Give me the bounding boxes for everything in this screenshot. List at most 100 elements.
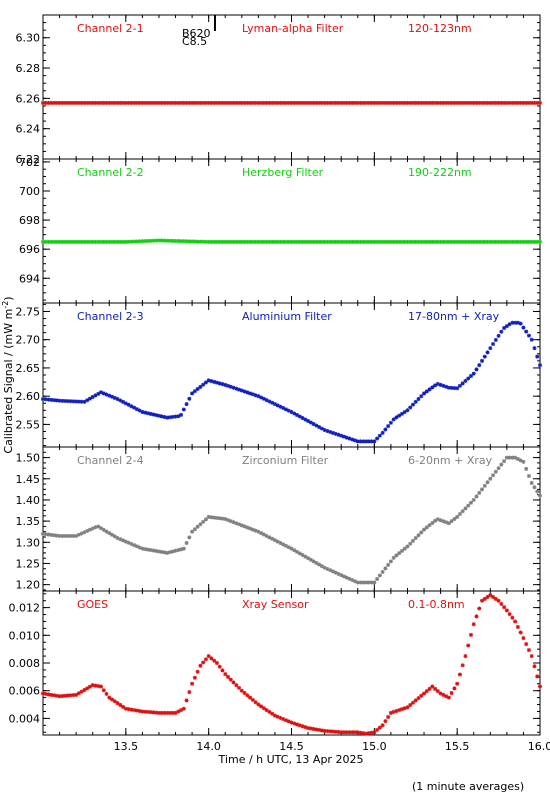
data-point bbox=[176, 414, 181, 419]
data-point bbox=[300, 724, 305, 729]
data-point bbox=[115, 536, 120, 541]
data-point bbox=[154, 238, 159, 243]
data-point bbox=[386, 100, 391, 105]
channel-label: Channel 2-4 bbox=[77, 454, 144, 467]
data-point bbox=[538, 684, 542, 689]
data-point bbox=[355, 100, 360, 105]
data-point bbox=[333, 729, 338, 734]
band-label: 190-222nm bbox=[408, 166, 472, 179]
data-point bbox=[107, 393, 112, 398]
data-point bbox=[416, 696, 421, 701]
data-point bbox=[270, 536, 275, 541]
data-point bbox=[165, 415, 170, 420]
y-tick-label: 2.55 bbox=[16, 418, 41, 431]
data-point bbox=[438, 100, 443, 105]
panel-1: 6.30 6.28 6.26 6.24 6.22 Channel 2-1 Lyman-alp… bbox=[16, 14, 542, 166]
data-point bbox=[231, 680, 236, 685]
data-point bbox=[446, 100, 451, 105]
data-point bbox=[388, 420, 393, 425]
data-point bbox=[427, 523, 432, 528]
data-point bbox=[355, 580, 360, 585]
data-point bbox=[532, 100, 537, 105]
data-point bbox=[242, 691, 247, 695]
data-point bbox=[57, 533, 62, 538]
data-point bbox=[98, 100, 103, 105]
data-point bbox=[344, 100, 349, 105]
data-point bbox=[322, 565, 327, 570]
data-point bbox=[140, 709, 145, 714]
data-point bbox=[347, 239, 352, 244]
data-point bbox=[405, 544, 410, 549]
data-point bbox=[452, 686, 457, 691]
data-point bbox=[154, 413, 159, 418]
data-point bbox=[496, 466, 501, 471]
data-point bbox=[270, 711, 275, 716]
data-point bbox=[460, 239, 465, 244]
data-point bbox=[264, 398, 269, 403]
data-point bbox=[339, 433, 344, 438]
data-point bbox=[57, 100, 62, 105]
data-point bbox=[297, 239, 302, 244]
x-axis-title: Time / h UTC, 13 Apr 2025 bbox=[218, 753, 364, 766]
data-point bbox=[272, 100, 277, 105]
data-point bbox=[499, 100, 504, 105]
data-point bbox=[441, 100, 446, 105]
data-point bbox=[181, 407, 186, 412]
data-point bbox=[63, 398, 68, 403]
data-point bbox=[375, 436, 380, 441]
data-point bbox=[391, 555, 396, 560]
data-point bbox=[173, 100, 178, 105]
data-point bbox=[203, 380, 208, 385]
data-point bbox=[250, 697, 255, 702]
data-point bbox=[52, 693, 57, 698]
data-point bbox=[190, 529, 195, 534]
data-point bbox=[140, 546, 145, 551]
data-point bbox=[192, 389, 197, 394]
data-point bbox=[325, 239, 330, 244]
data-point bbox=[375, 239, 380, 244]
data-point bbox=[471, 100, 476, 105]
data-point bbox=[408, 541, 413, 546]
data-point bbox=[165, 238, 170, 243]
data-point bbox=[424, 525, 429, 530]
data-point bbox=[350, 578, 355, 583]
data-point bbox=[98, 390, 103, 395]
data-point bbox=[253, 100, 258, 105]
data-point bbox=[422, 391, 427, 396]
data-point bbox=[449, 385, 454, 390]
data-point bbox=[482, 100, 487, 105]
data-point bbox=[60, 239, 65, 244]
data-point bbox=[281, 542, 286, 547]
data-point bbox=[187, 396, 192, 401]
data-point bbox=[93, 393, 98, 398]
data-point bbox=[87, 684, 92, 689]
data-point bbox=[123, 401, 128, 406]
data-point bbox=[485, 350, 490, 355]
data-point bbox=[223, 382, 228, 387]
data-point bbox=[333, 100, 338, 105]
data-point bbox=[510, 320, 515, 325]
data-point bbox=[173, 548, 178, 553]
data-point bbox=[278, 715, 283, 720]
data-point bbox=[477, 490, 482, 495]
y-axis-title: Calibrated Signal / (mW m-2) bbox=[1, 296, 15, 453]
data-point bbox=[333, 570, 338, 575]
data-point bbox=[126, 100, 131, 105]
data-point bbox=[217, 516, 222, 521]
data-point bbox=[380, 723, 385, 728]
data-point bbox=[502, 239, 507, 244]
data-point bbox=[245, 525, 250, 530]
data-point bbox=[129, 541, 134, 546]
data-point bbox=[267, 399, 272, 404]
data-point bbox=[118, 239, 123, 244]
data-point bbox=[225, 239, 230, 244]
data-point bbox=[369, 730, 374, 735]
data-point bbox=[408, 239, 413, 244]
data-point bbox=[140, 409, 145, 414]
data-point bbox=[79, 399, 84, 404]
data-point bbox=[65, 693, 70, 698]
data-point bbox=[410, 239, 415, 244]
data-point bbox=[140, 239, 145, 244]
data-point bbox=[383, 719, 388, 724]
data-point bbox=[43, 691, 48, 696]
